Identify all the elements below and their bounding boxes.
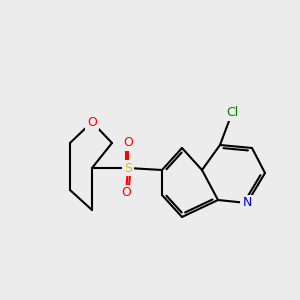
Text: S: S [124, 161, 132, 175]
Text: O: O [123, 136, 133, 149]
Text: Cl: Cl [226, 106, 238, 119]
Text: N: N [242, 196, 252, 209]
Text: O: O [121, 187, 131, 200]
Text: O: O [87, 116, 97, 128]
